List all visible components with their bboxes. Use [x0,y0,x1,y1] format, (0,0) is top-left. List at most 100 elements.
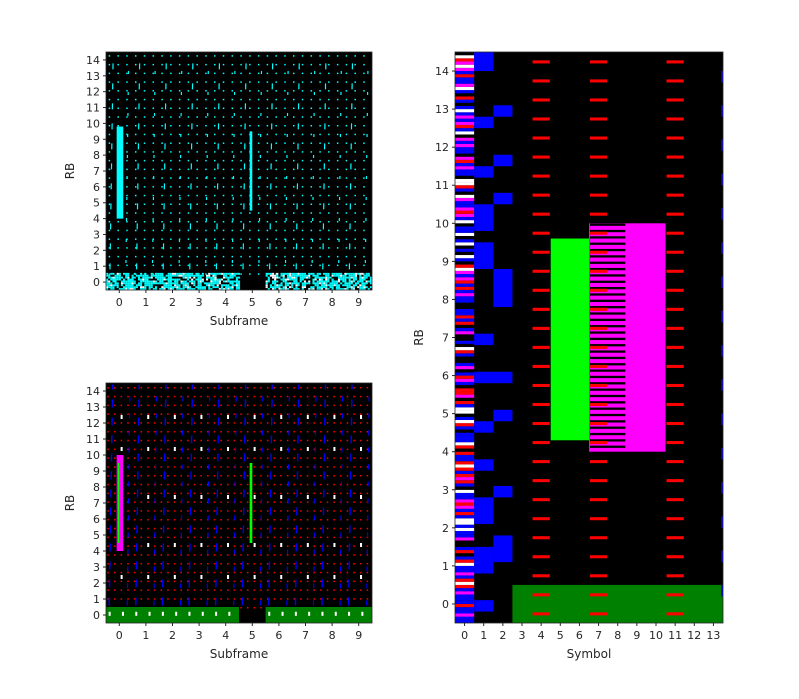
reference-mark [589,193,608,197]
reference-dot [320,422,322,424]
reference-dot [266,142,269,144]
x-tick-label: 3 [196,296,203,309]
reference-dot [306,475,309,477]
reference-dot [193,501,196,503]
reference-dot [126,238,128,240]
reference-dot [213,186,216,188]
reference-dot [152,273,155,275]
data-cell [310,286,313,289]
data-cell [237,276,241,279]
data-cell [367,280,370,283]
reference-dot [249,63,251,66]
reference-dot [205,151,207,153]
reference-dot [220,510,222,512]
reference-dot [140,457,143,459]
reference-dot [306,598,309,600]
data-cell [201,286,204,289]
reference-dot [319,177,321,179]
reference-dot [140,536,143,539]
reference-dot [173,589,176,591]
data-cell [197,282,200,285]
reference-dot [249,212,251,214]
data-cell [150,286,153,289]
reference-dot [107,571,109,574]
reference-dot [266,81,269,83]
reference-dot [205,63,207,66]
data-cell [116,284,119,287]
data-cell [129,288,132,290]
reference-mark [589,174,608,178]
reference-dot [273,431,276,433]
reference-dot [196,247,198,249]
data-cell [214,280,217,283]
reference-dot [257,177,260,179]
reference-dot [160,536,163,539]
reference-dot [320,387,322,389]
reference-dot [273,510,276,512]
reference-dot [346,387,349,389]
reference-dot [286,475,289,477]
data-cell [110,284,113,287]
reference-dot [161,186,163,188]
reference-dot [161,194,163,197]
reference-dot [240,571,242,574]
reference-dot [167,395,169,398]
reference-dot [126,81,128,83]
data-cell [188,276,192,279]
reference-mark [532,307,550,311]
reference-dot [231,264,234,267]
reference-dot [366,545,369,547]
reference-dot [161,81,163,83]
data-cell [125,276,128,279]
data-cell [197,278,200,281]
reference-dot [260,457,262,459]
reference-dot [319,72,321,75]
reference-dot [227,527,229,530]
reference-dot [275,220,277,223]
data-cell [303,284,307,287]
data-cell [282,278,285,281]
data-cell [227,284,230,287]
reference-dot [140,527,143,530]
data-cell [110,278,113,281]
data-cell [325,274,328,277]
reference-dot [180,598,182,600]
reference-dot [231,63,234,66]
data-cell [180,288,183,290]
reference-dot [292,255,295,258]
data-cell [359,284,362,287]
reference-dot [284,72,286,75]
reference-dot [293,448,296,451]
data-cell [286,288,290,290]
reference-dot [313,492,315,495]
reference-dot [326,492,329,495]
reference-dot [113,431,116,433]
reference-dot [231,229,234,232]
reference-dot [273,589,276,591]
reference-dot [266,545,269,547]
data-block [474,204,494,231]
reference-dot [319,107,321,110]
reference-dot [180,554,182,556]
reference-dot [286,466,289,468]
reference-dot [170,72,172,75]
reference-dot [306,404,309,407]
reference-dot [363,63,365,66]
reference-dot [286,571,289,574]
data-cell [286,278,290,281]
data-cell [363,278,366,281]
reference-dot [313,483,315,486]
reference-dot [180,457,182,459]
data-cell [335,274,338,277]
reference-dot [353,483,355,486]
reference-dot [326,571,329,574]
data-cell [323,276,326,279]
reference-dot [328,151,330,153]
data-cell [327,272,330,275]
reference-dot [167,519,169,521]
reference-dot [293,466,296,468]
reference-dot [196,212,198,214]
reference-dot [306,466,309,468]
x-tick-label: 0 [116,296,123,309]
data-cell [331,284,334,287]
